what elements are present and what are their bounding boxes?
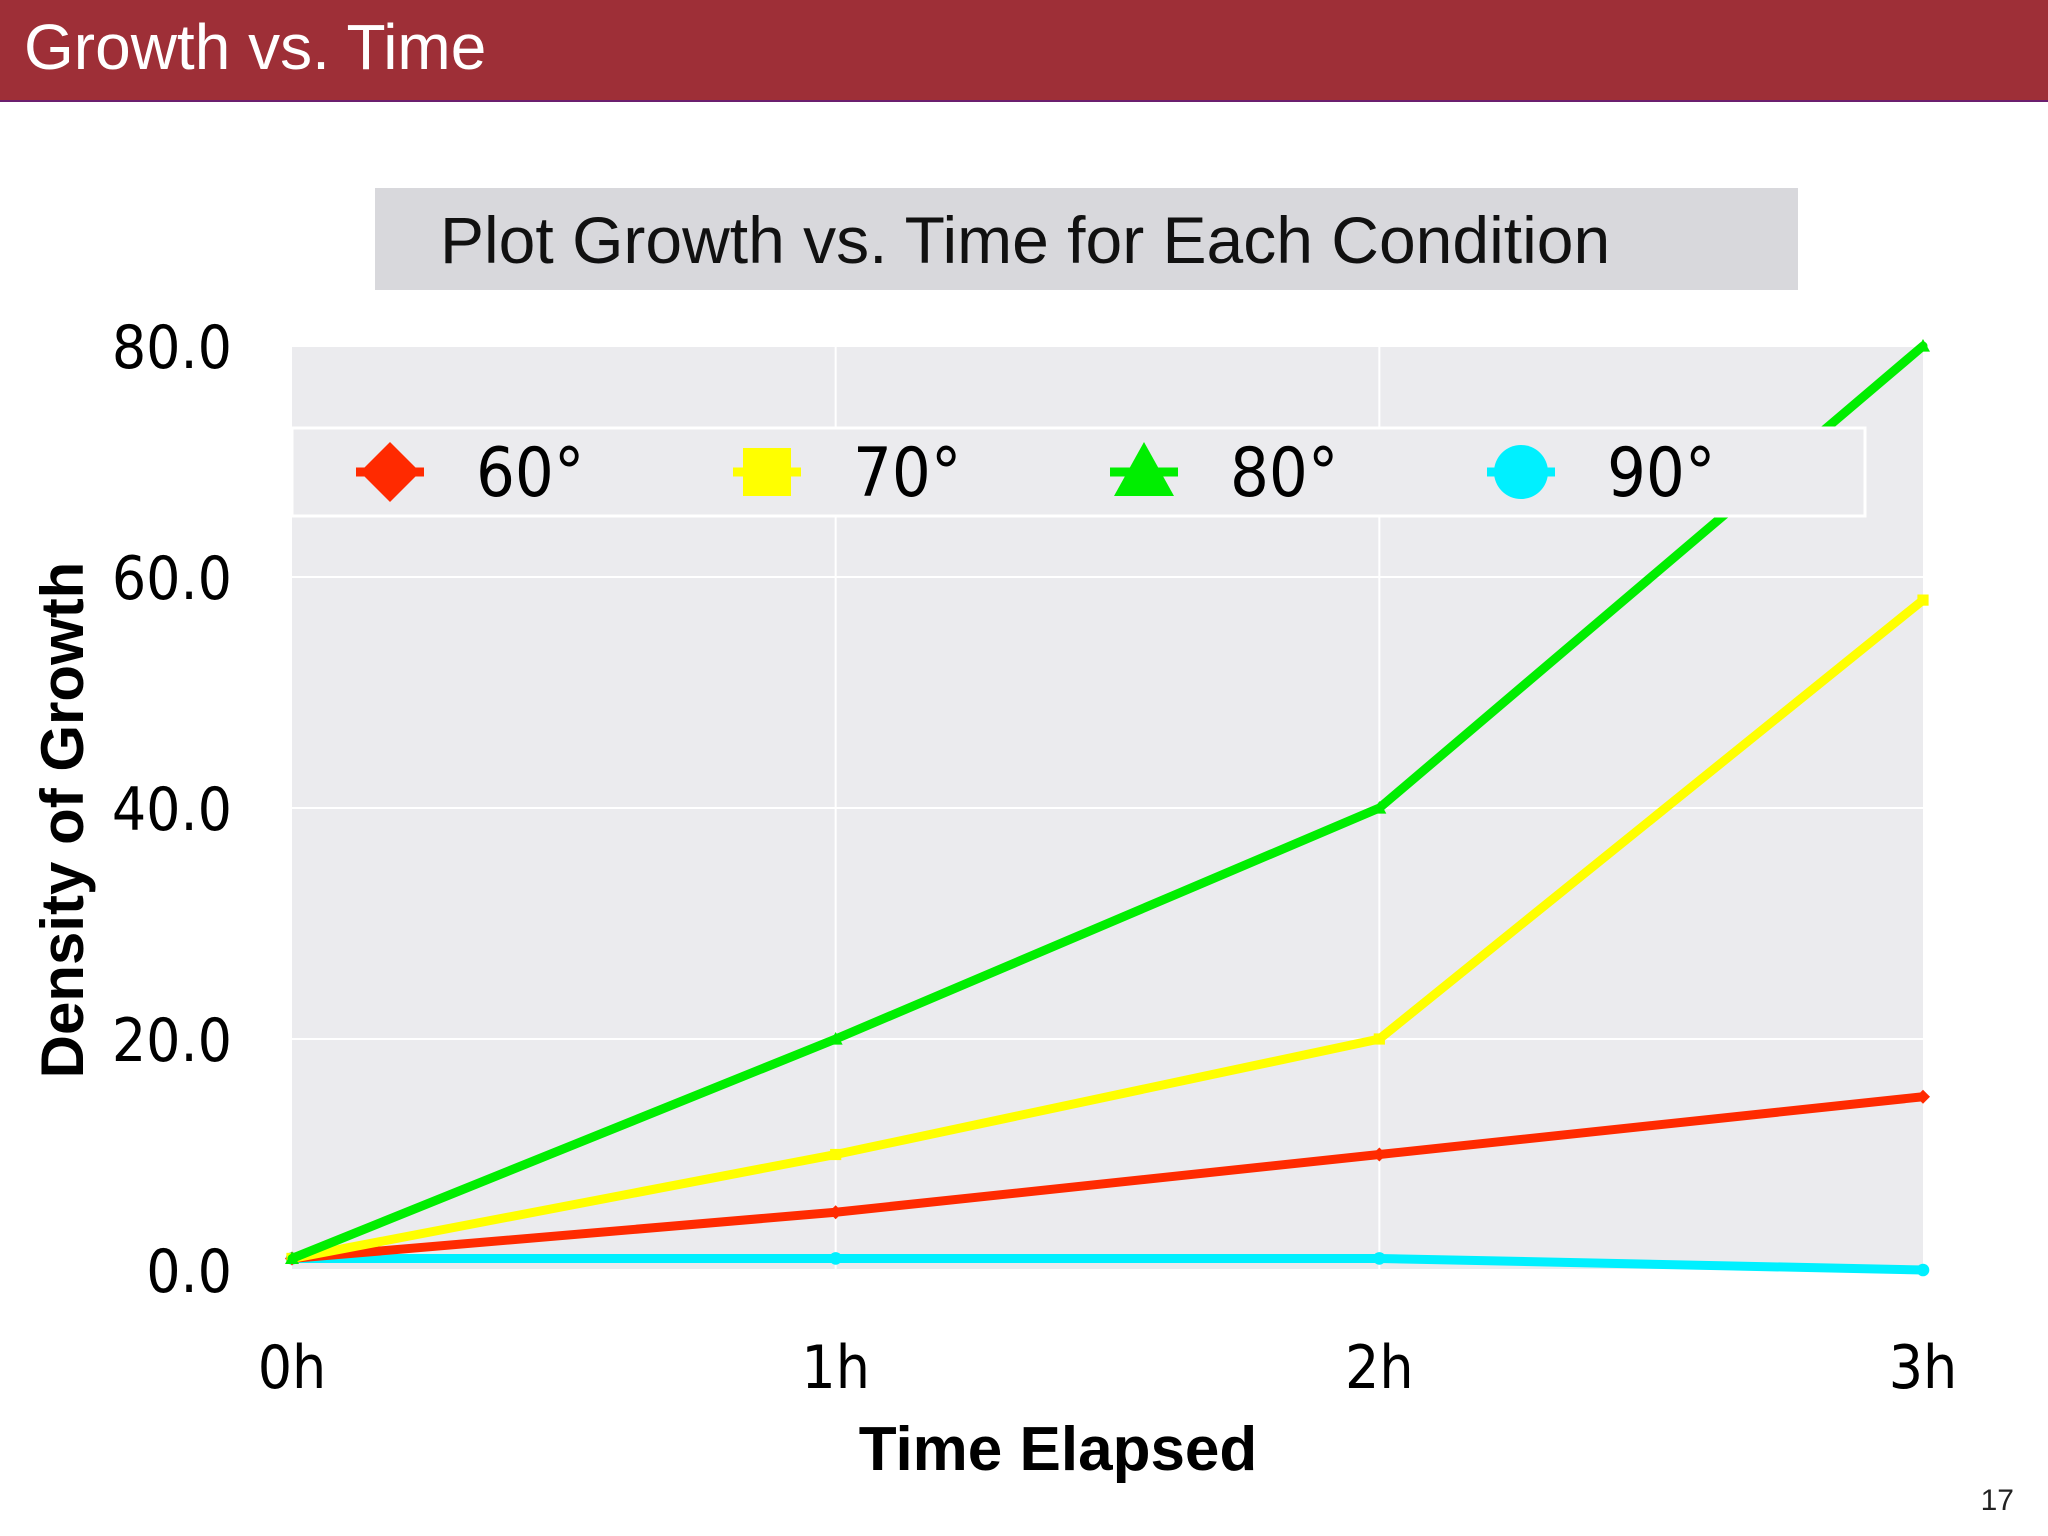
series-line-2: [287, 341, 1928, 1263]
legend-label-0: 60°: [476, 434, 584, 513]
data-series: [285, 339, 1930, 1277]
series-0-point-3: [1916, 1089, 1930, 1104]
page-title: Growth vs. Time: [24, 11, 487, 83]
x-tick-label-2: 2h: [1345, 1333, 1414, 1403]
legend-marker-2: [1114, 442, 1174, 496]
legend-label-1: 70°: [853, 434, 961, 513]
legend-item-1: 70°: [733, 434, 961, 513]
series-0-point-1: [828, 1205, 843, 1220]
legend-label-3: 90°: [1607, 434, 1715, 513]
y-tick-label-2: 40.0: [112, 775, 232, 845]
series-3-point-1: [829, 1252, 842, 1265]
legend-box: [290, 426, 1867, 518]
legend-label-2: 80°: [1230, 434, 1338, 513]
series-1-point-3: [1917, 594, 1929, 606]
y-tick-label-1: 20.0: [112, 1006, 232, 1076]
header-bar: Growth vs. Time: [0, 0, 2048, 102]
series-1-point-2: [1373, 1033, 1385, 1045]
legend-marker-0: [360, 442, 420, 502]
series-0-point-2: [1372, 1147, 1387, 1162]
y-tick-label-4: 80.0: [112, 313, 232, 383]
series-3-point-2: [1373, 1252, 1386, 1265]
y-axis-ticks: 0.0 20.0 40.0 60.0 80.0: [112, 313, 232, 1307]
series-2: [285, 339, 1930, 1265]
legend-marker-1: [743, 448, 791, 496]
x-tick-label-1: 1h: [801, 1333, 870, 1403]
series-3-point-3: [1916, 1263, 1930, 1277]
legend: 60° 70° 80° 90°: [356, 434, 1715, 513]
series-line-3: [287, 1253, 1928, 1275]
y-axis-label: Density of Growth: [29, 562, 96, 1079]
legend-item-0: 60°: [356, 434, 584, 513]
chart-subtitle-box: Plot Growth vs. Time for Each Condition: [375, 188, 1798, 290]
series-line-1: [287, 595, 1928, 1263]
x-axis-ticks: 0h 1h 2h 3h: [258, 1333, 1958, 1403]
legend-item-3: 90°: [1487, 434, 1715, 513]
page-number: 17: [1980, 1484, 2014, 1517]
series-2-point-1: [828, 1032, 843, 1045]
series-2-point-2: [1372, 801, 1387, 814]
series-line-0: [287, 1092, 1928, 1263]
y-tick-label-3: 60.0: [112, 544, 232, 614]
series-1-point-1: [830, 1148, 842, 1161]
series-2-point-3: [1916, 339, 1930, 352]
x-tick-label-0: 0h: [258, 1333, 327, 1403]
series-2-point-0: [285, 1251, 299, 1265]
x-tick-label-3: 3h: [1889, 1333, 1958, 1403]
legend-item-2: 80°: [1110, 434, 1338, 513]
legend-marker-3: [1494, 445, 1548, 499]
chart-subtitle: Plot Growth vs. Time for Each Condition: [440, 203, 1611, 277]
x-axis-label: Time Elapsed: [859, 1415, 1258, 1484]
y-tick-label-0: 0.0: [146, 1237, 232, 1307]
